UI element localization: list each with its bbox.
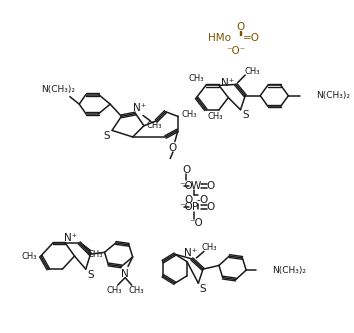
- Text: ⁻O⁻: ⁻O⁻: [226, 46, 245, 56]
- Text: CH₃: CH₃: [244, 67, 259, 76]
- Text: CH₃: CH₃: [181, 110, 197, 119]
- Text: N⁺: N⁺: [221, 78, 234, 88]
- Text: O: O: [184, 195, 192, 205]
- Text: N(CH₃)₂: N(CH₃)₂: [316, 91, 350, 100]
- Text: ⁻O: ⁻O: [189, 218, 203, 228]
- Text: CH₃: CH₃: [202, 243, 217, 252]
- Text: O: O: [206, 202, 215, 212]
- Text: N⁺: N⁺: [184, 248, 198, 258]
- Text: W: W: [190, 181, 201, 191]
- Text: O: O: [182, 165, 190, 175]
- Text: CH₃: CH₃: [129, 286, 144, 295]
- Text: O: O: [169, 143, 177, 153]
- Text: CH₃: CH₃: [22, 251, 37, 260]
- Text: N(CH₃)₂: N(CH₃)₂: [272, 266, 307, 275]
- Text: CH₃: CH₃: [147, 121, 162, 130]
- Text: N: N: [121, 269, 129, 279]
- Text: ⁻O: ⁻O: [179, 202, 193, 212]
- Text: CH₃: CH₃: [207, 112, 223, 121]
- Text: N(CH₃)₂: N(CH₃)₂: [41, 85, 76, 94]
- Text: CH₃: CH₃: [87, 250, 103, 259]
- Text: CH₃: CH₃: [106, 286, 122, 295]
- Text: O: O: [236, 22, 245, 32]
- Text: N⁺: N⁺: [64, 233, 77, 243]
- Text: -O: -O: [197, 195, 209, 205]
- Text: S: S: [242, 111, 249, 121]
- Text: P: P: [192, 202, 199, 212]
- Text: HMo: HMo: [208, 34, 231, 44]
- Text: CH₃: CH₃: [189, 74, 204, 83]
- Text: S: S: [87, 270, 94, 280]
- Text: O: O: [206, 181, 215, 191]
- Text: S: S: [200, 284, 206, 294]
- Text: ⁻O: ⁻O: [179, 181, 193, 191]
- Text: S: S: [103, 131, 110, 141]
- Text: =O: =O: [243, 34, 260, 44]
- Text: N⁺: N⁺: [133, 103, 146, 113]
